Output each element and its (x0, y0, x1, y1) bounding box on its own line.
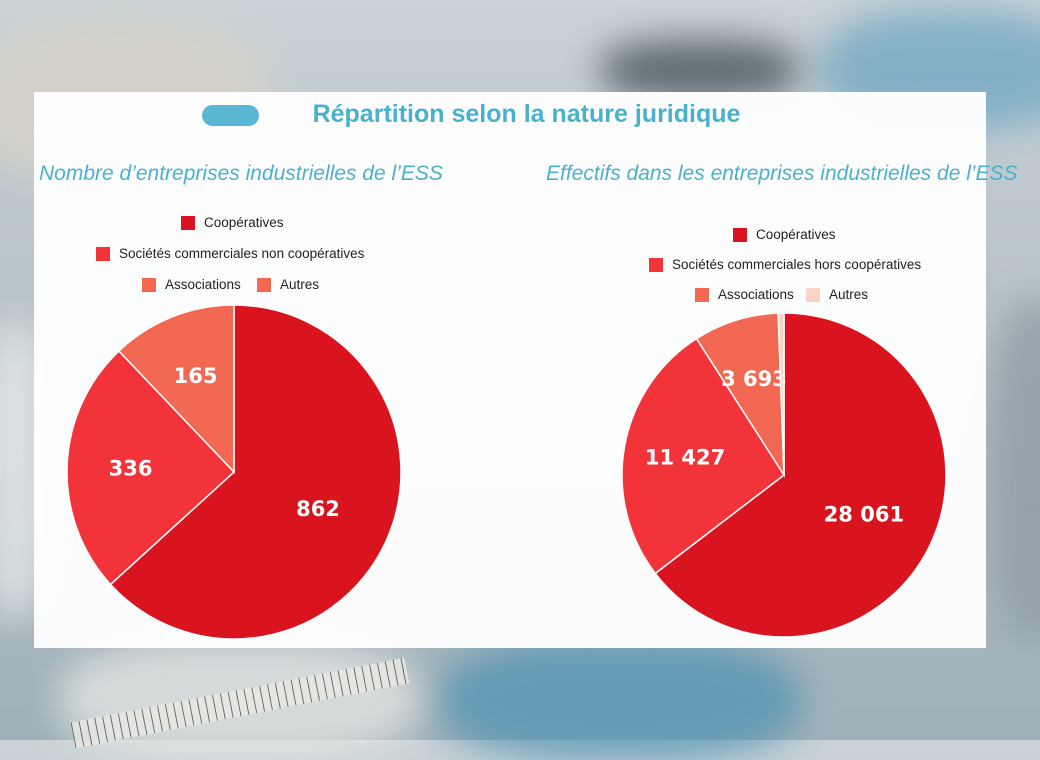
legend-swatch (733, 227, 747, 242)
legend-item: Coopératives (733, 227, 836, 242)
background-blur-shape (600, 40, 800, 100)
left-chart-title: Nombre d’entreprises industrielles de l’… (39, 162, 443, 185)
main-title: Répartition selon la nature juridique (312, 100, 741, 128)
background-blur-shape (990, 300, 1040, 640)
legend-item: Sociétés commerciales non coopératives (96, 246, 364, 261)
legend-label: Associations (165, 277, 241, 292)
legend-swatch (806, 287, 820, 302)
legend-swatch (257, 277, 271, 292)
decorative-pill (202, 105, 259, 126)
pie-slice-value-label: 28 061 (824, 502, 904, 526)
pie-slice-coop-ratives (109, 304, 402, 640)
pie-slice-associations (695, 312, 785, 478)
legend-swatch (695, 287, 709, 302)
left-pie-chart: 862 336 165 (66, 304, 402, 640)
legend-swatch (181, 215, 195, 230)
pie-slice-autres (777, 312, 785, 476)
legend-label: Coopératives (756, 227, 836, 242)
legend-item: Associations (695, 287, 794, 302)
legend-label: Autres (829, 287, 869, 302)
legend-label: Associations (718, 287, 794, 302)
pie-slice-value-label: 862 (296, 497, 340, 521)
pie-slice-value-label: 3 693 (721, 367, 787, 391)
right-pie-chart: 28 061 11 427 3 693 (621, 312, 947, 638)
chart-panel: Répartition selon la nature juridique No… (34, 92, 1018, 648)
legend-swatch (649, 257, 663, 272)
pie-slice-soci-t-s-commerciales-non-coop-ratives (66, 349, 236, 586)
legend-item: Sociétés commerciales hors coopératives (649, 257, 921, 272)
pie-slice-soci-t-s-commerciales-hors-coop-ratives (621, 337, 786, 575)
legend-item: Autres (806, 287, 868, 302)
legend-label: Autres (280, 277, 320, 292)
pie-slice-value-label: 165 (174, 364, 218, 388)
legend-swatch (96, 246, 110, 261)
legend-item: Autres (257, 277, 319, 292)
legend-item: Coopératives (181, 215, 284, 230)
background-blur-shape (440, 640, 800, 760)
legend-label: Sociétés commerciales non coopératives (119, 246, 365, 261)
legend-label: Sociétés commerciales hors coopératives (672, 257, 922, 272)
legend-swatch (142, 277, 156, 292)
legend-item: Associations (142, 277, 241, 292)
pie-slice-value-label: 11 427 (645, 446, 725, 470)
legend-label: Coopératives (204, 215, 284, 230)
pie-slice-value-label: 336 (109, 456, 153, 480)
pie-slice-associations (117, 304, 235, 474)
right-chart-title: Effectifs dans les entreprises industrie… (546, 162, 1018, 185)
pie-slice-coop-ratives (654, 312, 947, 638)
